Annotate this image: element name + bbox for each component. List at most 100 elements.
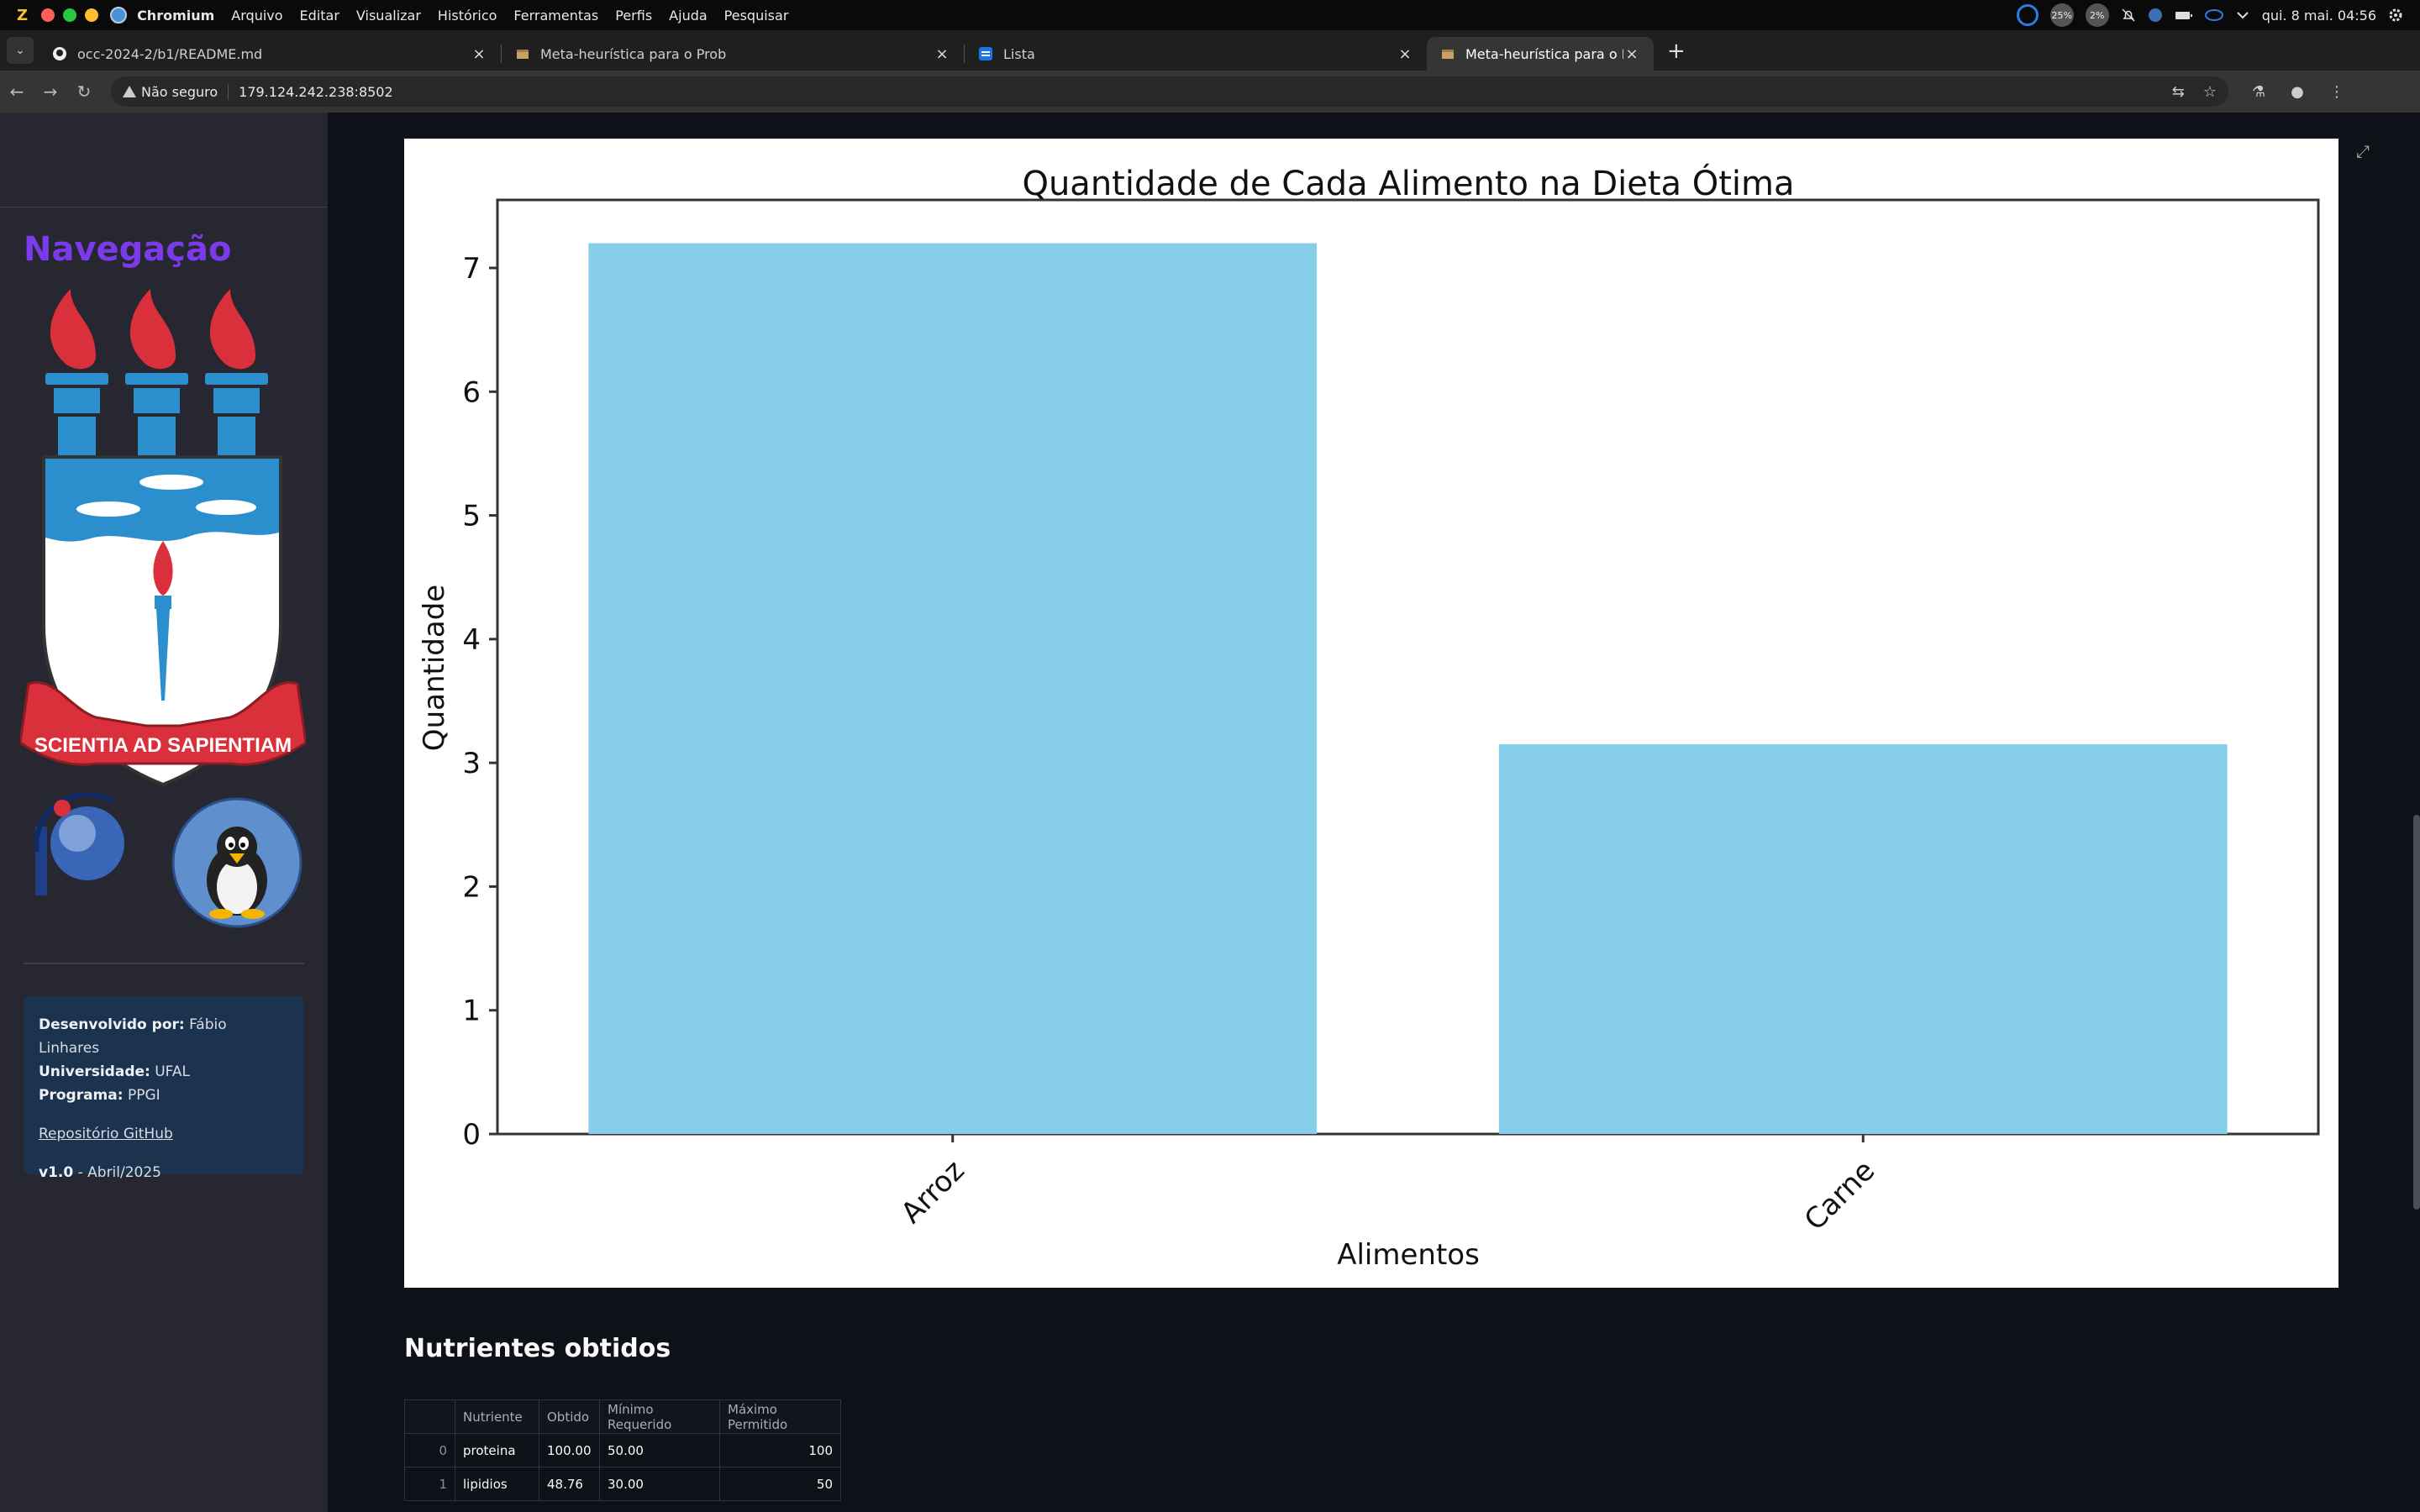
bar-chart: Quantidade de Cada Alimento na Dieta Óti…: [418, 163, 2320, 1272]
new-tab-button[interactable]: +: [1667, 39, 1686, 64]
tab-title: Meta-heurística para o Prob: [540, 45, 727, 62]
developer-label: Desenvolvido por:: [39, 1016, 185, 1033]
x-tick-label: Arroz: [895, 1154, 971, 1231]
minimize-window-button[interactable]: [63, 8, 77, 22]
menu-perfis[interactable]: Perfis: [615, 7, 653, 24]
status-area: 25% 2% qui. 8 mai. 04:56: [2016, 0, 2403, 30]
version-line: v1.0 - Abril/2025: [39, 1161, 289, 1184]
activity-ring-icon[interactable]: [2016, 4, 2039, 26]
url-text[interactable]: 179.124.242.238:8502: [239, 83, 393, 100]
close-tab-icon[interactable]: ×: [1398, 45, 1412, 63]
security-chip[interactable]: Não seguro: [123, 83, 229, 100]
tab-meta-heuristica-active[interactable]: Meta-heurística para o Prob ×: [1427, 37, 1654, 71]
tab-search-dropdown[interactable]: ⌄: [7, 37, 34, 64]
program-line: Programa: PPGI: [39, 1084, 289, 1107]
network-icon[interactable]: [2148, 8, 2163, 23]
column-header-maximo[interactable]: Máximo Permitido: [719, 1399, 841, 1434]
row-index: 1: [404, 1467, 455, 1501]
github-icon: [53, 47, 66, 60]
ufal-crest-logo: SCIENTIA AD SAPIENTIAM: [20, 289, 306, 787]
plot-area: [496, 198, 2320, 1136]
chevron-down-icon[interactable]: [2235, 8, 2250, 23]
menu-historico[interactable]: Histórico: [437, 7, 497, 24]
sidebar-title: Navegação: [24, 230, 232, 269]
crest-motto: SCIENTIA AD SAPIENTIAM: [34, 734, 292, 757]
y-axis: 0 1 2 3 4 5 6 7: [462, 252, 497, 1152]
sidebar: Navegação SCIENTIA AD SAPIENTIAM: [0, 113, 328, 1512]
close-tab-icon[interactable]: ×: [935, 45, 949, 63]
translate-icon[interactable]: ⇆: [2171, 82, 2185, 101]
forward-arrow-icon[interactable]: →: [43, 81, 58, 102]
nutrients-heading: Nutrientes obtidos: [404, 1334, 671, 1363]
memory-usage-badge[interactable]: 2%: [2085, 3, 2109, 27]
menu-arquivo[interactable]: Arquivo: [231, 7, 283, 24]
cell-nutriente[interactable]: lipidios: [455, 1467, 539, 1501]
x-tick-label: Carne: [1798, 1154, 1881, 1237]
cpu-usage-badge[interactable]: 25%: [2049, 3, 2074, 27]
reload-icon[interactable]: ↻: [76, 81, 92, 102]
y-tick-label: 6: [462, 375, 481, 409]
battery-icon[interactable]: [2175, 8, 2193, 23]
y-axis-label: Quantidade: [418, 585, 451, 751]
cell-nutriente[interactable]: proteina: [455, 1433, 539, 1467]
menu-visualizar[interactable]: Visualizar: [355, 7, 421, 24]
close-tab-icon[interactable]: ×: [472, 45, 486, 63]
column-header-obtido[interactable]: Obtido: [539, 1399, 600, 1434]
back-arrow-icon[interactable]: ←: [9, 81, 24, 102]
settings-gear-icon[interactable]: [2388, 8, 2403, 23]
close-tab-icon[interactable]: ×: [1625, 45, 1639, 63]
table-row[interactable]: 0 proteina 100.00 50.00 100: [404, 1433, 841, 1467]
cell-obtido[interactable]: 48.76: [539, 1467, 600, 1501]
nutrients-table[interactable]: Nutriente Obtido Mínimo Requerido Máximo…: [404, 1399, 841, 1501]
chart-card: Quantidade de Cada Alimento na Dieta Óti…: [404, 139, 2338, 1288]
labs-flask-icon[interactable]: ⚗: [2252, 82, 2266, 101]
fullscreen-expand-icon[interactable]: ⤢: [2356, 141, 2370, 161]
cell-obtido[interactable]: 100.00: [539, 1433, 600, 1467]
page-scrollbar[interactable]: [2413, 815, 2420, 1210]
tab-meta-heuristica-1[interactable]: Meta-heurística para o Prob ×: [502, 37, 964, 71]
info-panel: Desenvolvido por: Fábio Linhares Univers…: [24, 996, 304, 1181]
app-name[interactable]: Chromium: [137, 7, 215, 24]
university-value: UFAL: [155, 1063, 190, 1080]
version-label: v1.0: [39, 1164, 74, 1181]
intel-icon[interactable]: [2204, 8, 2223, 23]
bookmark-star-icon[interactable]: ☆: [2202, 82, 2217, 101]
warning-icon: [123, 86, 136, 97]
cell-maximo[interactable]: 100: [719, 1433, 841, 1467]
cell-maximo[interactable]: 50: [719, 1467, 841, 1501]
table-row[interactable]: 1 lipidios 48.76 30.00 50: [404, 1467, 841, 1501]
x-axis-label: Alimentos: [1337, 1238, 1480, 1272]
zoom-window-button[interactable]: [85, 8, 99, 22]
more-menu-icon[interactable]: ⋮: [2328, 82, 2344, 101]
program-label: Programa:: [39, 1087, 124, 1104]
tab-title: Meta-heurística para o Prob: [1465, 45, 1623, 62]
tab-readme[interactable]: occ-2024-2/b1/README.md ×: [39, 37, 501, 71]
torch-flame-icon: [50, 289, 255, 370]
column-header-nutriente[interactable]: Nutriente: [455, 1399, 539, 1434]
tab-lista[interactable]: Lista ×: [965, 37, 1427, 71]
menu-ajuda[interactable]: Ajuda: [669, 7, 708, 24]
chromium-icon: [110, 7, 128, 24]
chart-title: Quantidade de Cada Alimento na Dieta Óti…: [1022, 163, 1794, 203]
os-logo[interactable]: Z: [17, 6, 29, 24]
column-header-index[interactable]: [404, 1399, 455, 1434]
cell-minimo[interactable]: 30.00: [599, 1467, 720, 1501]
y-tick-label: 7: [462, 252, 481, 286]
menu-ferramentas[interactable]: Ferramentas: [513, 7, 599, 24]
clock[interactable]: qui. 8 mai. 04:56: [2261, 7, 2376, 24]
bell-off-icon[interactable]: [2121, 8, 2136, 23]
address-bar[interactable]: Não seguro 179.124.242.238:8502 ⇆ ☆: [111, 76, 2228, 107]
close-window-button[interactable]: [41, 8, 55, 22]
tux-penguin-logo: [171, 797, 302, 928]
profile-icon[interactable]: ●: [2291, 82, 2304, 101]
box-icon: [517, 50, 529, 59]
menu-pesquisar[interactable]: Pesquisar: [723, 7, 789, 24]
menu-editar[interactable]: Editar: [299, 7, 339, 24]
table-header-row: Nutriente Obtido Mínimo Requerido Máximo…: [404, 1399, 841, 1434]
tab-separator: [964, 45, 965, 63]
cell-minimo[interactable]: 50.00: [599, 1433, 720, 1467]
os-menu-bar: Z Chromium Arquivo Editar Visualizar His…: [0, 0, 2420, 30]
column-header-minimo[interactable]: Mínimo Requerido: [599, 1399, 720, 1434]
github-repo-link[interactable]: Repositório GitHub: [39, 1126, 173, 1142]
tab-title: Lista: [1003, 45, 1035, 62]
